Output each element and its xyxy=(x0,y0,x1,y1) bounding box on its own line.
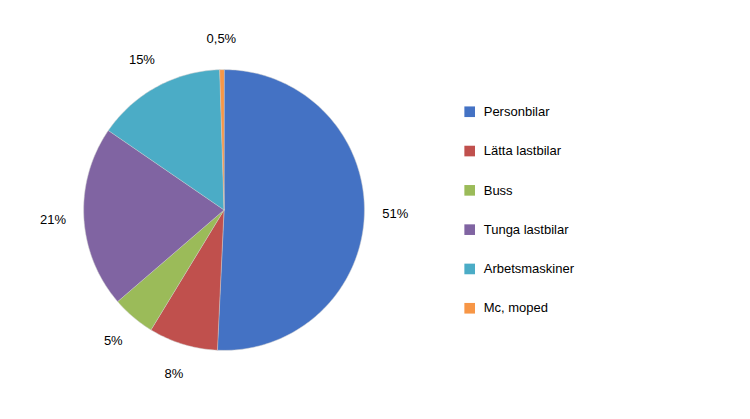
svg-text:Personbilar: Personbilar xyxy=(484,104,550,119)
svg-text:8%: 8% xyxy=(165,366,184,381)
svg-text:Tunga lastbilar: Tunga lastbilar xyxy=(484,222,569,237)
svg-text:Mc, moped: Mc, moped xyxy=(484,300,548,315)
svg-text:21%: 21% xyxy=(40,212,66,227)
svg-text:0,5%: 0,5% xyxy=(207,31,237,46)
svg-text:Arbetsmaskiner: Arbetsmaskiner xyxy=(484,261,575,276)
svg-text:Lätta lastbilar: Lätta lastbilar xyxy=(484,143,562,158)
svg-text:5%: 5% xyxy=(104,333,123,348)
svg-text:Buss: Buss xyxy=(484,183,513,198)
svg-text:51%: 51% xyxy=(382,206,408,221)
svg-text:15%: 15% xyxy=(129,52,155,67)
